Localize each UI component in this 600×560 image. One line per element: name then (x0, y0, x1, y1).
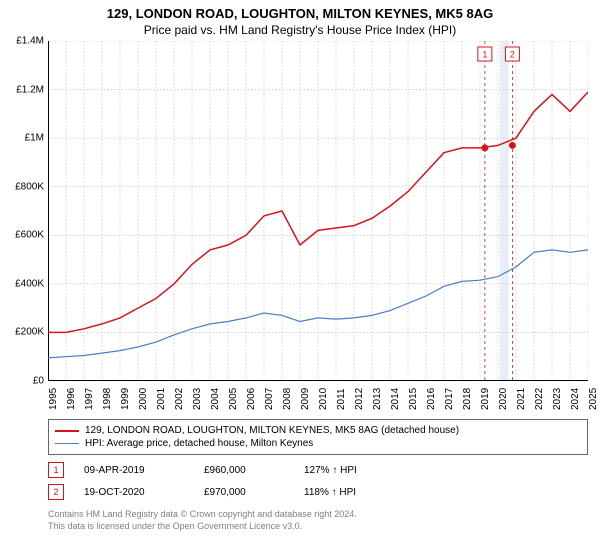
footer-line-2: This data is licensed under the Open Gov… (48, 521, 588, 533)
x-tick-label: 2000 (138, 388, 149, 410)
legend-row: HPI: Average price, detached house, Milt… (55, 437, 581, 450)
x-tick-label: 2013 (372, 388, 383, 410)
x-tick-label: 2022 (534, 388, 545, 410)
x-tick-label: 2016 (426, 388, 437, 410)
x-tick-label: 2008 (282, 388, 293, 410)
x-tick-label: 2025 (588, 388, 599, 410)
x-tick-label: 1996 (66, 388, 77, 410)
x-tick-label: 2015 (408, 388, 419, 410)
x-tick-label: 2024 (570, 388, 581, 410)
y-tick-label: £1.2M (2, 84, 44, 95)
y-tick-label: £200K (2, 327, 44, 338)
legend-swatch (55, 443, 79, 444)
x-tick-label: 2023 (552, 388, 563, 410)
sale-price: £960,000 (204, 465, 304, 476)
sale-date: 09-APR-2019 (84, 465, 204, 476)
legend-row: 129, LONDON ROAD, LOUGHTON, MILTON KEYNE… (55, 424, 581, 437)
x-tick-label: 2011 (336, 388, 347, 410)
y-tick-label: £400K (2, 278, 44, 289)
x-tick-label: 2003 (192, 388, 203, 410)
x-tick-label: 2021 (516, 388, 527, 410)
x-tick-label: 2006 (246, 388, 257, 410)
legend-swatch (55, 430, 79, 432)
legend: 129, LONDON ROAD, LOUGHTON, MILTON KEYNE… (48, 419, 588, 455)
sale-row: 2 19-OCT-2020£970,000118% ↑ HPI (48, 481, 588, 503)
y-tick-label: £600K (2, 230, 44, 241)
svg-text:1: 1 (482, 50, 487, 60)
x-tick-label: 2012 (354, 388, 365, 410)
sale-price: £970,000 (204, 487, 304, 498)
x-tick-label: 1995 (48, 388, 59, 410)
x-tick-label: 2019 (480, 388, 491, 410)
sale-marker: 2 (48, 484, 64, 500)
x-tick-label: 2018 (462, 388, 473, 410)
footer-line-1: Contains HM Land Registry data © Crown c… (48, 509, 588, 521)
x-tick-label: 2017 (444, 388, 455, 410)
sale-row: 1 09-APR-2019£960,000127% ↑ HPI (48, 459, 588, 481)
y-tick-label: £0 (2, 376, 44, 387)
sales-table: 1 09-APR-2019£960,000127% ↑ HPI 2 19-OCT-20… (48, 459, 588, 503)
x-tick-label: 2007 (264, 388, 275, 410)
x-tick-label: 2020 (498, 388, 509, 410)
chart-container: 129, LONDON ROAD, LOUGHTON, MILTON KEYNE… (0, 0, 600, 560)
y-tick-label: £800K (2, 181, 44, 192)
chart-svg: 12 (48, 41, 588, 381)
x-tick-label: 1997 (84, 388, 95, 410)
x-tick-label: 1998 (102, 388, 113, 410)
x-tick-label: 1999 (120, 388, 131, 410)
legend-label: HPI: Average price, detached house, Milt… (85, 438, 313, 449)
y-tick-label: £1.4M (2, 36, 44, 47)
chart-title: 129, LONDON ROAD, LOUGHTON, MILTON KEYNE… (0, 0, 600, 21)
sale-marker: 1 (48, 462, 64, 478)
x-tick-label: 2004 (210, 388, 221, 410)
x-tick-label: 2010 (318, 388, 329, 410)
sale-date: 19-OCT-2020 (84, 487, 204, 498)
legend-label: 129, LONDON ROAD, LOUGHTON, MILTON KEYNE… (85, 425, 459, 436)
x-tick-label: 2001 (156, 388, 167, 410)
x-tick-label: 2005 (228, 388, 239, 410)
svg-text:2: 2 (510, 50, 515, 60)
sale-hpi: 127% ↑ HPI (304, 465, 404, 476)
x-tick-label: 2009 (300, 388, 311, 410)
sale-hpi: 118% ↑ HPI (304, 487, 404, 498)
footer: Contains HM Land Registry data © Crown c… (48, 509, 588, 532)
x-tick-label: 2002 (174, 388, 185, 410)
chart-subtitle: Price paid vs. HM Land Registry's House … (0, 21, 600, 41)
y-tick-label: £1M (2, 133, 44, 144)
x-tick-label: 2014 (390, 388, 401, 410)
chart-area: 12 £0£200K£400K£600K£800K£1M£1.2M£1.4M 1… (48, 41, 588, 381)
